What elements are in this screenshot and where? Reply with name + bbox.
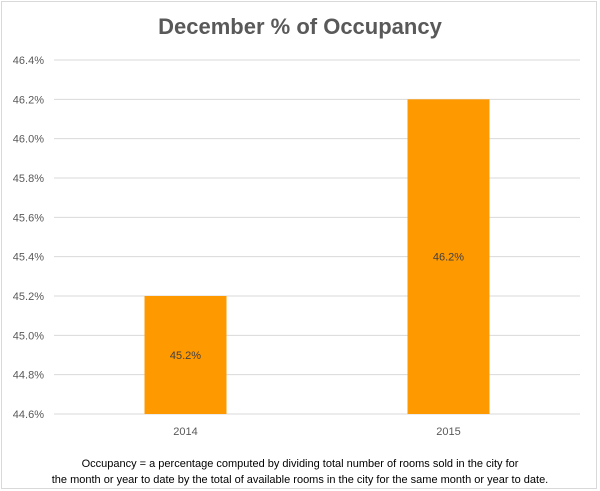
y-tick-label: 46.0% [13,134,44,146]
chart-title: December % of Occupancy [158,14,442,39]
bar-2014 [144,296,227,414]
x-tick-label: 2015 [436,426,460,438]
bar-2015 [407,99,490,414]
y-tick-label: 46.4% [13,55,44,67]
y-tick-label: 44.8% [13,370,44,382]
footnote-line-2: the month or year to date by the total o… [51,474,549,486]
x-tick-label: 2014 [173,426,197,438]
y-tick-label: 45.8% [13,173,44,185]
data-label: 46.2% [433,252,464,264]
y-tick-label: 45.2% [13,291,44,303]
y-tick-label: 45.0% [13,330,44,342]
data-label: 45.2% [170,350,201,362]
footnote-line-1: Occupancy = a percentage computed by div… [81,458,519,470]
y-tick-label: 46.2% [13,94,44,106]
y-tick-label: 44.6% [13,409,44,421]
y-tick-label: 45.6% [13,212,44,224]
y-tick-label: 45.4% [13,252,44,264]
footnote: Occupancy = a percentage computed by div… [0,456,600,488]
